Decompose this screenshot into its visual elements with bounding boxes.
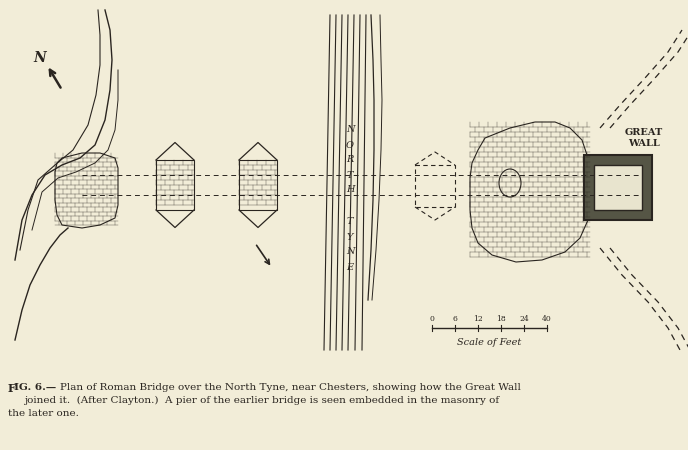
Text: 40: 40	[542, 315, 552, 323]
Text: F: F	[8, 383, 16, 394]
Text: R: R	[346, 156, 354, 165]
Text: 0: 0	[429, 315, 434, 323]
Polygon shape	[470, 122, 590, 262]
Text: joined it.  (After Clayton.)  A pier of the earlier bridge is seen embedded in t: joined it. (After Clayton.) A pier of th…	[24, 396, 499, 405]
Text: Y: Y	[347, 233, 353, 242]
Text: Plan of Roman Bridge over the North Tyne, near Chesters, showing how the Great W: Plan of Roman Bridge over the North Tyne…	[60, 383, 521, 392]
Text: 6: 6	[453, 315, 458, 323]
Text: N: N	[346, 248, 354, 256]
Text: 18: 18	[496, 315, 506, 323]
Text: E: E	[347, 262, 354, 271]
Polygon shape	[55, 153, 118, 228]
Text: 12: 12	[473, 315, 483, 323]
Bar	[594, 165, 642, 210]
Text: O: O	[346, 140, 354, 149]
Text: IG. 6.—: IG. 6.—	[14, 383, 56, 392]
Polygon shape	[239, 160, 277, 210]
Text: N: N	[34, 51, 46, 65]
Text: T: T	[347, 217, 353, 226]
Text: H: H	[346, 185, 354, 194]
Text: Scale of Feet: Scale of Feet	[458, 338, 522, 347]
Text: 24: 24	[519, 315, 529, 323]
Text: N: N	[346, 126, 354, 135]
Polygon shape	[156, 160, 194, 210]
Text: T: T	[347, 171, 353, 180]
Bar	[584, 155, 652, 220]
Ellipse shape	[499, 169, 521, 197]
Text: GREAT
WALL: GREAT WALL	[625, 128, 663, 148]
Text: the later one.: the later one.	[8, 409, 79, 418]
